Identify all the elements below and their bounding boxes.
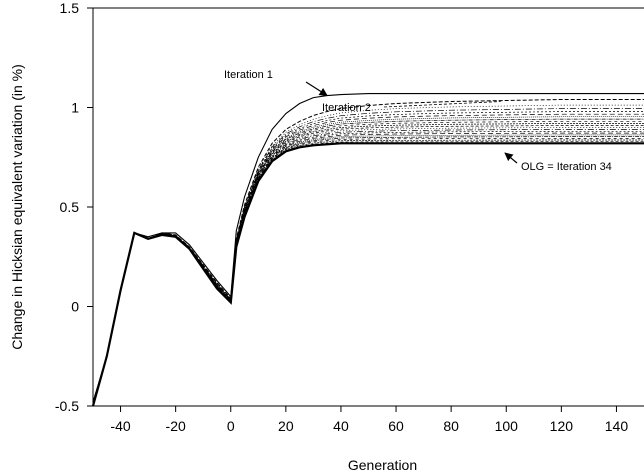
intermediate-iteration-line	[92, 108, 644, 403]
x-tick-label: 0	[227, 418, 235, 434]
intermediate-iteration-line	[92, 134, 644, 406]
intermediate-iteration-line	[92, 111, 644, 404]
annotation-iteration-2: Iteration 2	[322, 102, 371, 114]
x-axis-title: Generation	[348, 457, 417, 473]
x-tick-label: -20	[166, 418, 186, 434]
intermediate-iteration-line	[92, 138, 644, 406]
y-tick-label: 0.5	[60, 199, 80, 215]
annotation-arrow	[504, 152, 518, 164]
series-line	[91, 142, 644, 407]
intermediate-iteration-line	[92, 139, 644, 406]
annotation-olg: OLG = Iteration 34	[521, 161, 612, 173]
intermediate-iteration-line	[92, 129, 644, 405]
y-tick-label: 0	[71, 299, 79, 315]
x-tick-label: 20	[278, 418, 294, 434]
series-lines	[91, 93, 644, 407]
chart-axes: -0.5 0 0.5 1 1.5 -40 -20 0 20 40 60 80 100 120 140	[55, 0, 644, 434]
x-tick-label: 40	[333, 418, 349, 434]
intermediate-iteration-line	[92, 136, 644, 406]
annotation-arrow	[305, 81, 328, 97]
chart-annotations: Iteration 1 Iteration 2 OLG = Iteration 34	[224, 69, 612, 173]
series-line	[92, 99, 644, 403]
x-tick-label: 100	[495, 418, 519, 434]
x-tick-label: 80	[443, 418, 459, 434]
intermediate-iteration-line	[92, 118, 644, 404]
x-tick-label: 140	[605, 418, 629, 434]
intermediate-iteration-line	[92, 116, 644, 404]
series-line	[92, 93, 644, 403]
intermediate-iteration-line	[92, 104, 644, 403]
plot-frame	[92, 7, 644, 407]
y-tick-label: 1.5	[60, 0, 80, 16]
intermediate-iteration-line	[92, 132, 644, 406]
x-tick-label: -40	[110, 418, 130, 434]
annotation-leader	[383, 101, 501, 108]
y-tick-label: -0.5	[55, 398, 79, 414]
y-tick-label: 1	[71, 100, 79, 116]
x-tick-label: 120	[550, 418, 574, 434]
annotation-iteration-1: Iteration 1	[224, 69, 273, 81]
x-tick-label: 60	[388, 418, 404, 434]
intermediate-iteration-line	[92, 141, 644, 406]
y-axis-title: Change in Hicksian equivalent variation …	[9, 64, 25, 350]
intermediate-iteration-line	[92, 113, 644, 404]
